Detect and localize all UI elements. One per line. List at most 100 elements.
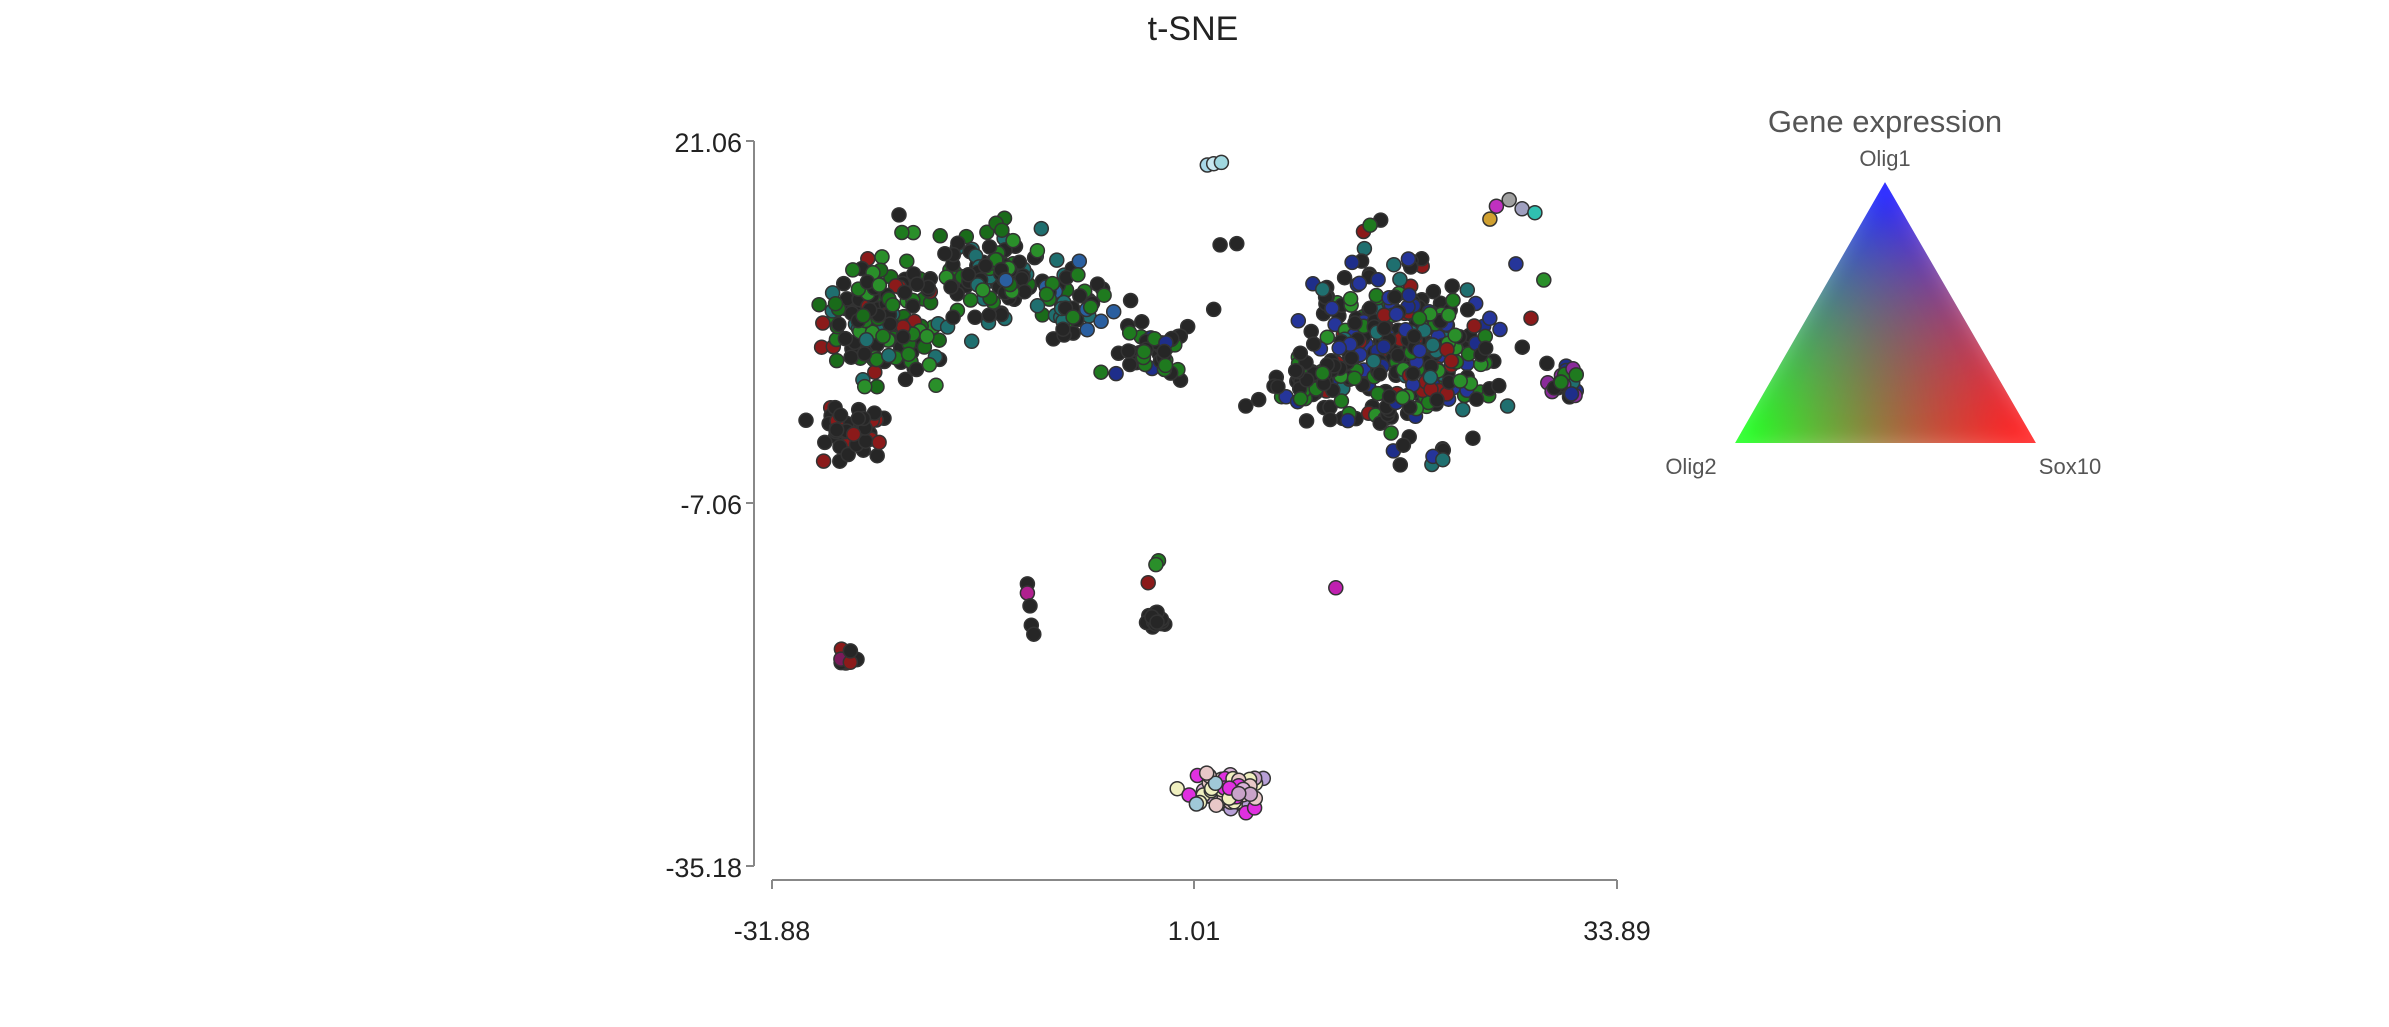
data-point: [1292, 391, 1309, 407]
data-point: [1033, 220, 1050, 237]
data-point: [1368, 287, 1385, 304]
data-point: [1156, 343, 1173, 360]
data-point: [967, 309, 983, 326]
data-point: [1029, 242, 1046, 259]
data-point: [1136, 343, 1152, 360]
data-point: [1105, 303, 1122, 320]
data-point: [831, 316, 847, 333]
data-point: [1459, 282, 1476, 298]
data-point: [1387, 289, 1403, 305]
data-point: [1065, 309, 1081, 325]
data-point: [1212, 237, 1228, 253]
data-point: [855, 308, 871, 324]
data-point: [1536, 272, 1552, 288]
data-point: [843, 349, 859, 365]
data-point: [828, 422, 845, 438]
data-point: [1394, 389, 1411, 406]
data-point: [962, 292, 979, 308]
data-point: [1425, 283, 1442, 300]
data-point: [905, 298, 921, 314]
data-point: [937, 245, 953, 262]
data-point: [1140, 574, 1156, 591]
data-point: [899, 253, 915, 269]
x-tick-label-left: -31.88: [734, 916, 811, 946]
data-point: [897, 371, 914, 388]
legend-label-olig1: Olig1: [1859, 146, 1910, 171]
data-point: [798, 412, 814, 429]
data-point: [1514, 201, 1530, 217]
data-point: [1376, 320, 1393, 337]
data-point: [1122, 356, 1138, 373]
data-point: [845, 426, 862, 442]
data-point: [895, 329, 911, 345]
data-point: [943, 279, 959, 295]
data-point: [1443, 353, 1460, 369]
data-point: [1270, 378, 1286, 395]
data-point: [1022, 598, 1038, 614]
data-point: [815, 315, 831, 331]
data-point: [1134, 314, 1150, 330]
data-point: [1362, 217, 1378, 233]
data-point: [1303, 323, 1319, 340]
data-point: [1342, 290, 1359, 307]
data-point: [1049, 252, 1065, 268]
data-point: [1371, 366, 1388, 382]
data-point: [1229, 235, 1245, 252]
data-point: [1563, 386, 1580, 402]
data-point: [979, 224, 995, 241]
data-point: [1072, 288, 1088, 304]
data-point: [1435, 451, 1451, 468]
data-point: [1340, 412, 1356, 429]
data-point: [1148, 556, 1164, 573]
data-point: [1322, 411, 1338, 428]
data-point: [1499, 398, 1516, 414]
data-point: [835, 275, 852, 292]
data-point: [1208, 797, 1224, 813]
data-point: [1411, 310, 1428, 327]
data-point: [891, 207, 907, 223]
data-point: [880, 347, 897, 364]
data-point: [845, 262, 861, 278]
data-point: [884, 297, 901, 313]
data-point: [981, 307, 997, 323]
data-point: [932, 228, 948, 244]
data-point: [837, 330, 854, 347]
data-point: [874, 249, 890, 265]
y-tick-label-top: 21.06: [674, 128, 742, 158]
data-point: [840, 446, 856, 463]
data-point: [894, 224, 910, 241]
data-point: [1508, 256, 1524, 272]
data-point: [908, 361, 925, 378]
data-point: [1376, 339, 1392, 355]
data-point: [1459, 302, 1476, 318]
data-point: [1452, 373, 1468, 389]
data-point: [1319, 329, 1336, 345]
data-point: [1005, 232, 1021, 249]
data-point: [875, 328, 891, 345]
data-point: [1491, 377, 1507, 394]
data-point: [1120, 343, 1137, 359]
data-point: [1568, 367, 1584, 383]
data-point: [1425, 337, 1441, 353]
data-point: [977, 258, 994, 274]
data-point: [817, 434, 833, 451]
scatter-points: [798, 154, 1585, 821]
data-point: [832, 407, 849, 423]
data-point: [1405, 365, 1421, 382]
x-tick-label-mid: 1.01: [1168, 916, 1221, 946]
data-point: [1071, 253, 1088, 269]
data-point: [828, 352, 845, 369]
legend-label-sox10: Sox10: [2039, 454, 2101, 479]
data-point: [871, 434, 887, 451]
data-point: [1365, 353, 1382, 369]
data-point: [1347, 315, 1363, 331]
data-point: [1298, 413, 1315, 429]
data-point: [975, 282, 991, 298]
data-point: [858, 332, 875, 348]
data-point: [856, 378, 873, 395]
data-point: [1539, 355, 1555, 372]
data-point: [1207, 775, 1224, 792]
legend-color-triangle: [1735, 182, 2036, 443]
data-point: [856, 346, 873, 362]
data-point: [1038, 286, 1055, 302]
